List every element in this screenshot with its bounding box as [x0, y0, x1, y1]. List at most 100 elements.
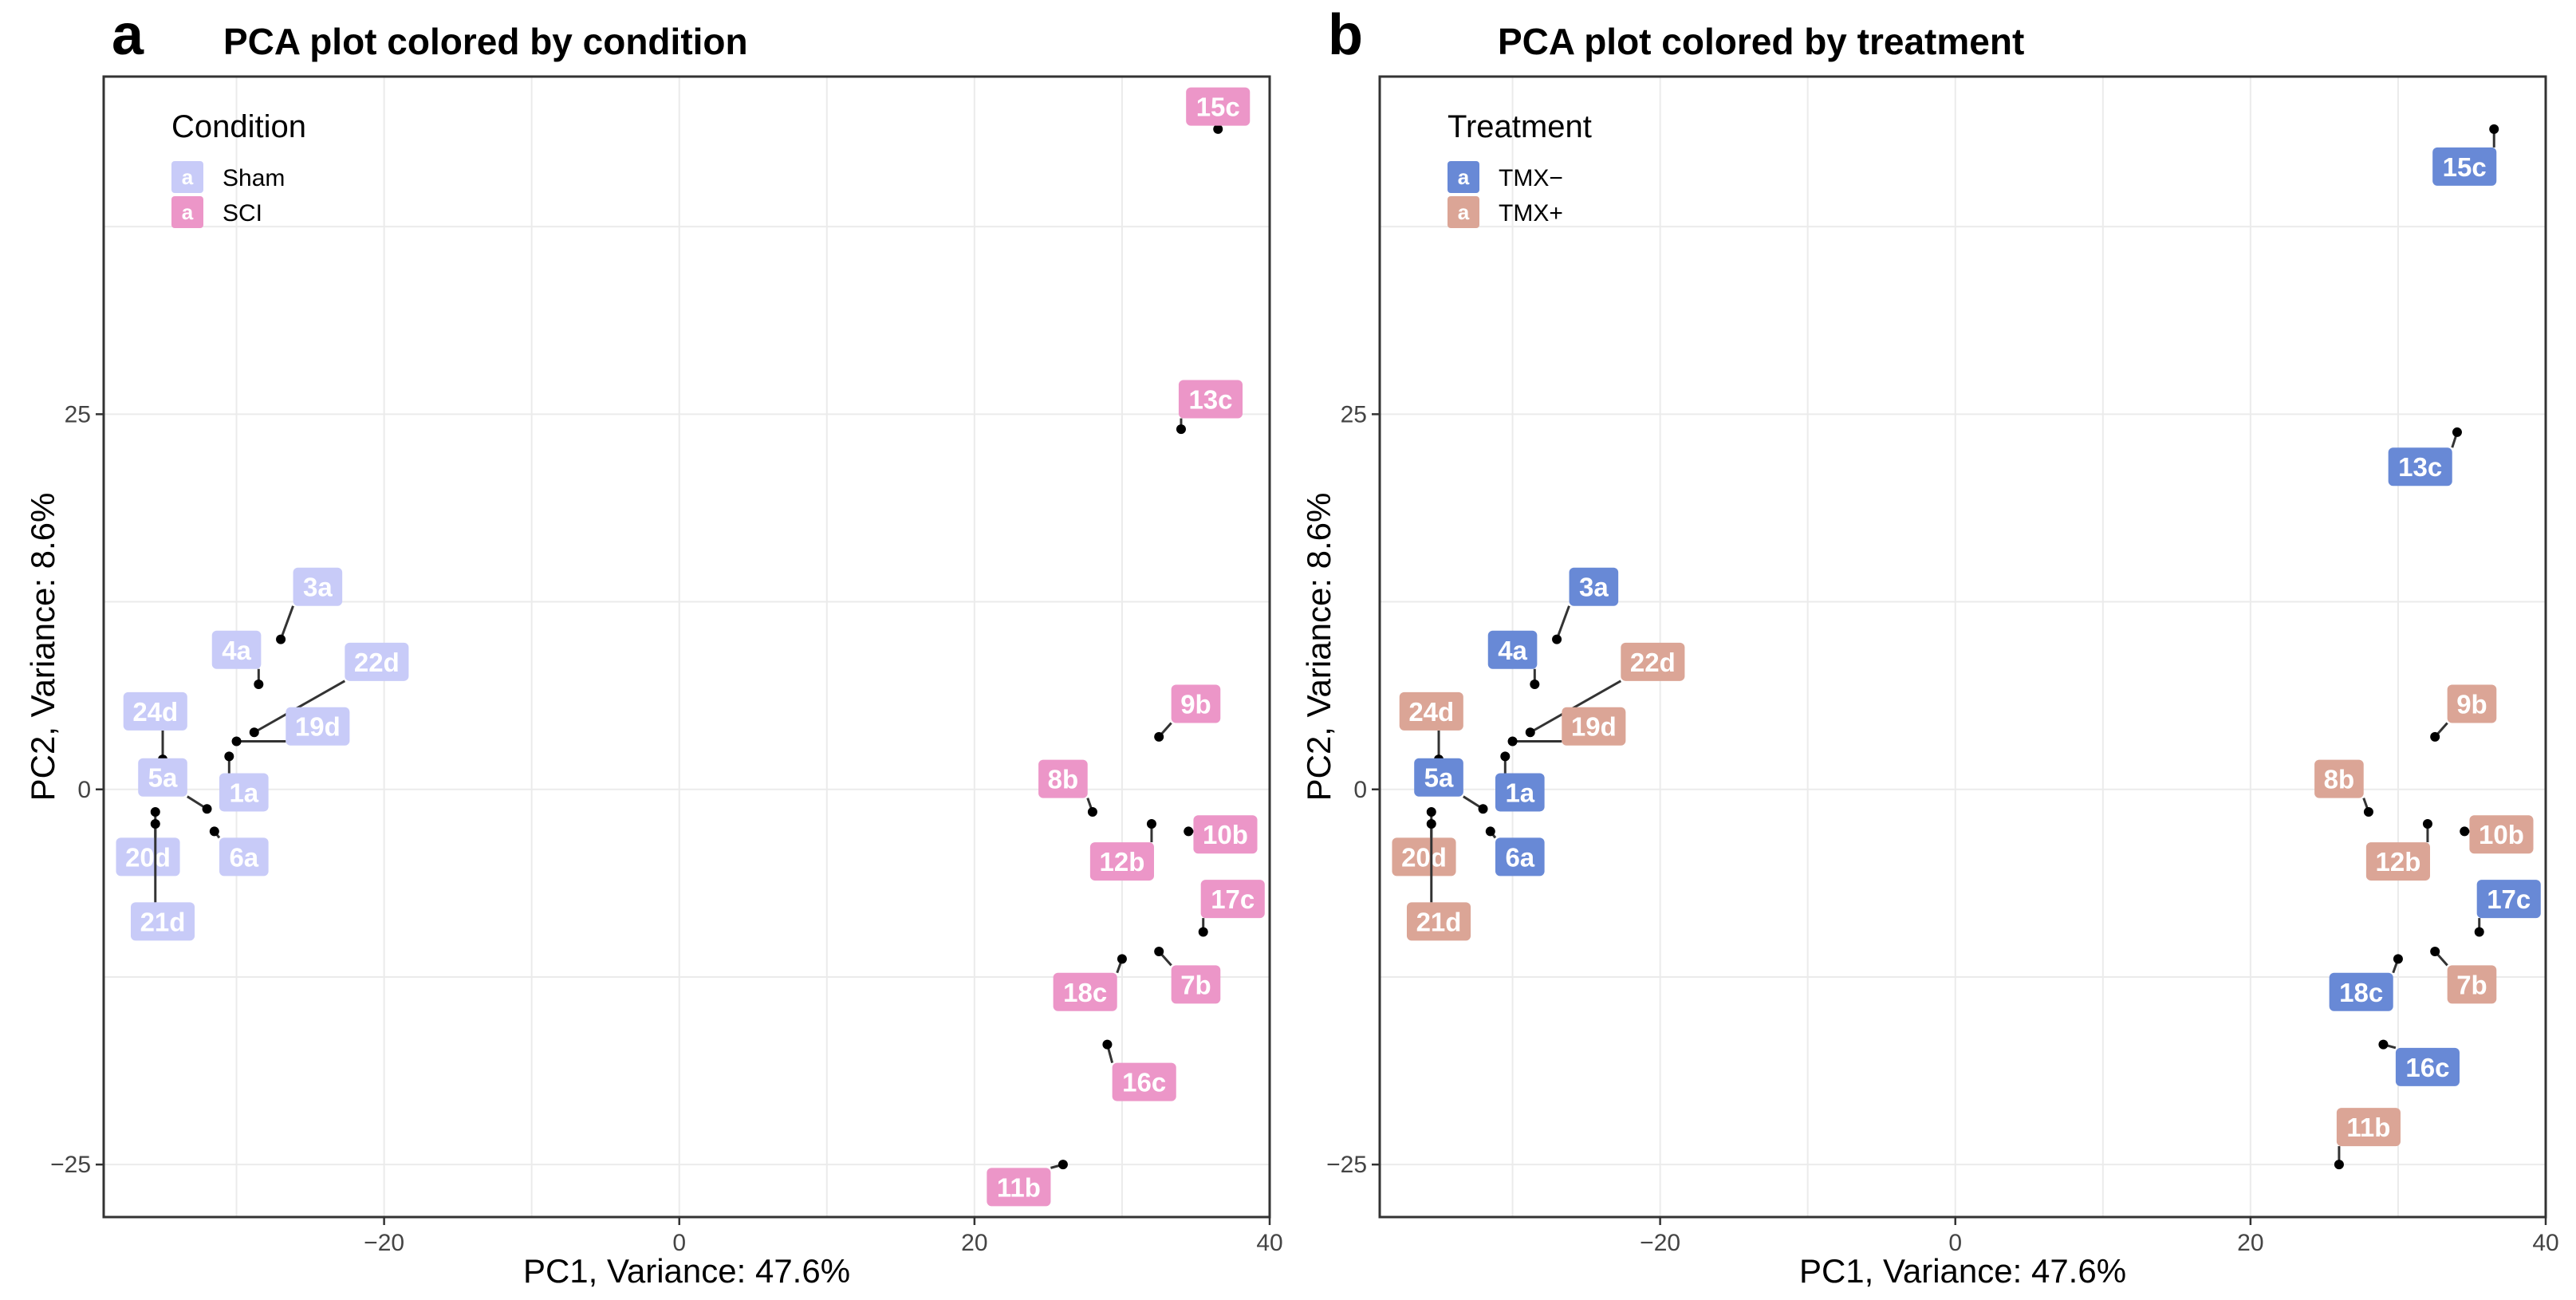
- point-label-box: [2314, 759, 2364, 798]
- data-point: [1485, 826, 1495, 837]
- sample-5a: 5a: [1414, 758, 1488, 814]
- y-axis-title: PC2, Variance: 8.6%: [24, 493, 61, 802]
- point-label-box: [2469, 815, 2534, 854]
- point-label: 4a: [222, 636, 251, 665]
- sample-1a: 1a: [219, 751, 269, 812]
- x-tick-label: 20: [2237, 1230, 2263, 1256]
- chart-title: PCA plot colored by condition: [223, 21, 748, 62]
- point-label-box: [130, 902, 195, 941]
- sample-8b: 8b: [2314, 759, 2373, 817]
- point-label: 11b: [2346, 1113, 2390, 1142]
- point-label-box: [1193, 815, 1258, 854]
- legend-title: Condition: [171, 109, 306, 144]
- legend-label: SCI: [223, 200, 262, 227]
- sample-7b: 7b: [2430, 946, 2497, 1004]
- legend-label: Sham: [223, 165, 285, 191]
- point-label-box: [1399, 691, 1463, 731]
- point-label-box: [2388, 447, 2452, 487]
- point-label: 3a: [1579, 573, 1609, 602]
- legend-title: Treatment: [1448, 109, 1592, 144]
- point-label: 11b: [997, 1172, 1041, 1202]
- point-label: 1a: [229, 778, 258, 808]
- point-label-box: [116, 837, 180, 877]
- sample-22d: 22d: [1525, 642, 1685, 738]
- sample-17c: 17c: [2474, 880, 2541, 937]
- legend-key: [1448, 196, 1479, 228]
- sample-24d: 24d: [1399, 691, 1463, 765]
- legend: Condition a Sham a SCI: [171, 109, 306, 228]
- data-point: [224, 751, 234, 762]
- point-label-box: [211, 630, 262, 669]
- point-label: 24d: [1408, 697, 1454, 727]
- sample-10b: 10b: [1184, 815, 1258, 854]
- sample-5a: 5a: [138, 758, 212, 814]
- point-label: 6a: [1505, 842, 1534, 872]
- data-point: [150, 819, 160, 829]
- sample-6a: 6a: [209, 826, 269, 877]
- sample-20d: 20d: [1392, 806, 1456, 877]
- data-point: [2378, 1039, 2389, 1050]
- sample-7b: 7b: [1154, 946, 1221, 1004]
- data-point: [1426, 819, 1436, 829]
- plot-border: [102, 75, 1271, 1219]
- point-label: 19d: [1571, 712, 1617, 742]
- data-point: [1478, 804, 1488, 814]
- y-tick-label: 0: [77, 777, 91, 803]
- data-point: [1146, 819, 1156, 829]
- point-label-box: [1406, 902, 1471, 941]
- point-label-box: [1112, 1062, 1176, 1101]
- point-label-box: [2336, 1108, 2401, 1147]
- legend-key: [171, 161, 203, 193]
- data-point: [2430, 731, 2440, 742]
- y-tick-label: −25: [50, 1152, 91, 1178]
- data-point: [1184, 826, 1194, 837]
- x-tick-label: 0: [672, 1230, 686, 1256]
- leader-line: [254, 680, 346, 734]
- point-label-box: [2365, 842, 2430, 881]
- point-label: 4a: [1498, 636, 1527, 665]
- grid: [104, 77, 1270, 1217]
- data-point: [2334, 1160, 2344, 1170]
- x-tick-label: 40: [2532, 1230, 2558, 1256]
- data-point: [1102, 1039, 1113, 1050]
- legend: Treatment a TMX− a TMX+: [1448, 109, 1592, 228]
- point-label-box: [219, 837, 269, 877]
- leader-line: [279, 605, 294, 640]
- sample-21d: 21d: [130, 819, 195, 941]
- point-label: 20d: [1401, 842, 1447, 872]
- point-label-box: [138, 758, 187, 797]
- leader-line: [1530, 680, 1622, 734]
- sample-18c: 18c: [2329, 954, 2403, 1011]
- panel-b: b PCA plot colored by treatment −20 0 20 40 −2…: [1300, 3, 2559, 1290]
- sample-4a: 4a: [211, 630, 264, 690]
- sample-16c: 16c: [2378, 1039, 2460, 1086]
- point-label: 6a: [229, 842, 258, 872]
- sample-12b: 12b: [2365, 819, 2432, 881]
- legend-key-glyph: a: [1458, 200, 1470, 224]
- point-label-box: [1392, 837, 1456, 877]
- point-label: 22d: [1630, 648, 1676, 677]
- point-label: 8b: [2324, 765, 2355, 794]
- point-label: 22d: [354, 648, 400, 677]
- x-axis-title: PC1, Variance: 47.6%: [523, 1252, 850, 1290]
- sample-4a: 4a: [1487, 630, 1540, 690]
- point-label: 13c: [2398, 452, 2442, 482]
- data-point: [1500, 751, 1511, 762]
- data-point: [1426, 806, 1436, 817]
- sample-3a: 3a: [1552, 567, 1619, 644]
- point-label: 3a: [303, 573, 333, 602]
- point-label: 20d: [125, 842, 171, 872]
- legend-label: TMX−: [1499, 165, 1563, 191]
- point-label-box: [2447, 684, 2497, 723]
- chart-title: PCA plot colored by treatment: [1498, 21, 2024, 62]
- sample-11b: 11b: [2334, 1108, 2401, 1170]
- sample-15c: 15c: [1186, 87, 1251, 134]
- point-label: 21d: [1416, 907, 1462, 936]
- data-point: [2460, 826, 2470, 837]
- point-label: 13c: [1188, 385, 1232, 415]
- data-point: [249, 727, 259, 738]
- x-tick-label: −20: [1640, 1230, 1680, 1256]
- data-point: [209, 826, 219, 837]
- point-label: 19d: [295, 712, 341, 742]
- data-point: [1507, 736, 1518, 747]
